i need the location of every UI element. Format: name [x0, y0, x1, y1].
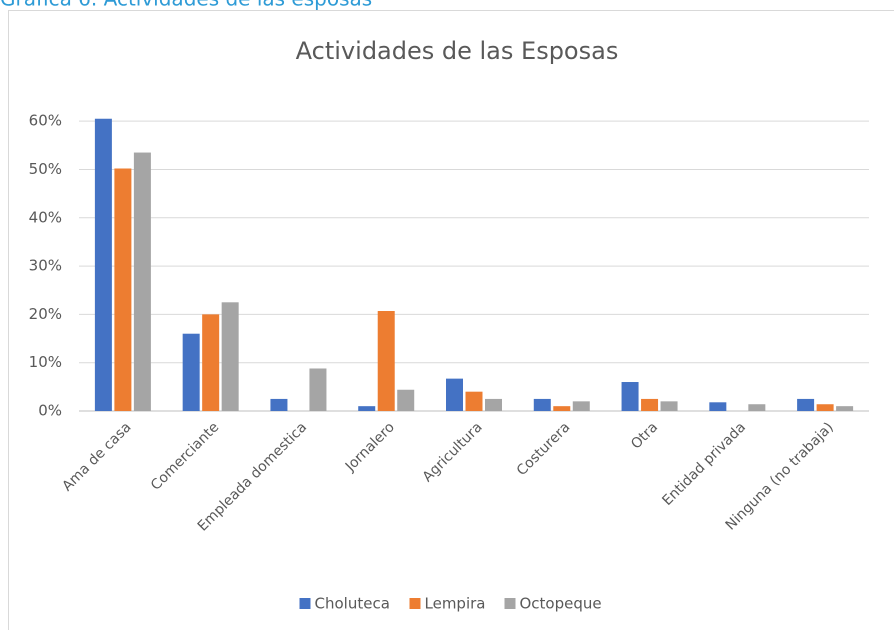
bar [397, 390, 414, 411]
y-tick-label: 30% [29, 257, 62, 275]
bar [95, 119, 112, 411]
y-tick-label: 20% [29, 305, 62, 323]
bar [817, 404, 834, 411]
legend-label: Choluteca [315, 595, 390, 613]
bar [358, 406, 375, 411]
bar [836, 406, 853, 411]
legend-swatch [300, 598, 311, 609]
bar [183, 334, 200, 411]
bar [534, 399, 551, 411]
bar [378, 311, 395, 411]
bar [114, 168, 131, 411]
bar [573, 401, 590, 411]
bar [485, 399, 502, 411]
page-heading: Gráfica 6. Actividades de las esposas [0, 0, 372, 11]
y-tick-label: 60% [29, 112, 62, 130]
bar [709, 402, 726, 411]
y-tick-label: 40% [29, 208, 62, 226]
chart-title: Actividades de las Esposas [296, 37, 619, 65]
bar [466, 392, 483, 411]
legend-swatch [410, 598, 421, 609]
legend-swatch [505, 598, 516, 609]
bar [134, 153, 151, 411]
bar [622, 382, 639, 411]
bar [446, 379, 463, 411]
bar [222, 302, 239, 411]
legend-label: Octopeque [520, 595, 602, 613]
bar [553, 406, 570, 411]
bar [748, 404, 765, 411]
bar [202, 314, 219, 411]
bar [797, 399, 814, 411]
bar [661, 401, 678, 411]
y-tick-label: 10% [29, 353, 62, 371]
legend-label: Lempira [425, 595, 486, 613]
bar [309, 368, 326, 411]
bar [641, 399, 658, 411]
y-tick-label: 50% [29, 160, 62, 178]
bar [270, 399, 287, 411]
y-tick-label: 0% [38, 402, 62, 420]
